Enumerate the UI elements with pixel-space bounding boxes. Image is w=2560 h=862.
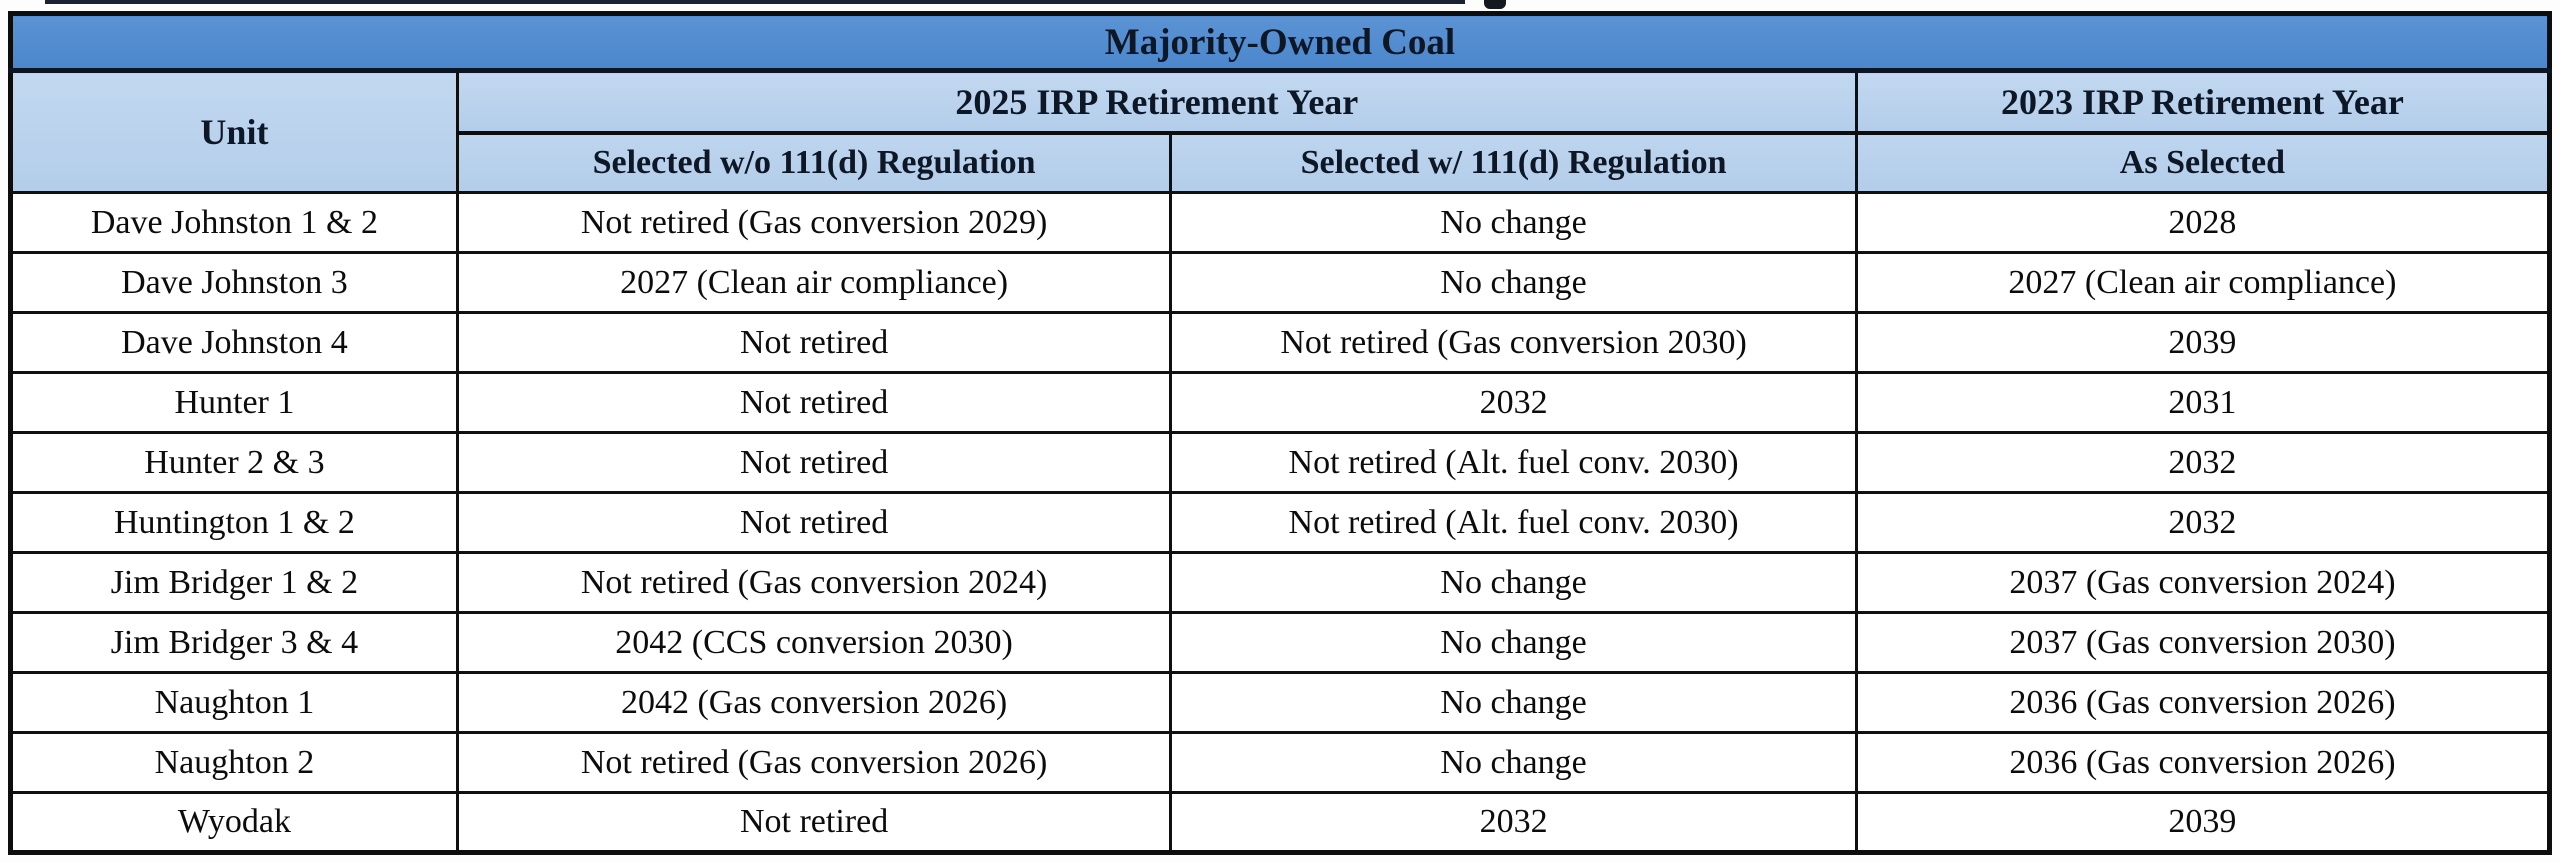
- unit-cell: Dave Johnston 3: [9, 251, 459, 314]
- column-header-selected-with-111d: Selected w/ 111(d) Regulation: [1169, 131, 1858, 194]
- retirement-2025-with-111d-cell: No change: [1169, 671, 1858, 734]
- unit-cell: Naughton 1: [9, 671, 459, 734]
- retirement-2023-as-selected-cell: 2039: [1854, 311, 2552, 374]
- retirement-2025-without-111d-cell: Not retired: [455, 371, 1173, 434]
- unit-cell: Dave Johnston 1 & 2: [9, 191, 459, 254]
- retirement-2023-as-selected-cell: 2032: [1854, 431, 2552, 494]
- retirement-2025-without-111d-cell: 2027 (Clean air compliance): [455, 251, 1173, 314]
- column-group-2023-irp: 2023 IRP Retirement Year: [1854, 69, 2552, 135]
- table-row: Dave Johnston 3 2027 (Clean air complianc…: [9, 251, 2552, 314]
- table-row: Naughton 2 Not retired (Gas conversion 20…: [9, 731, 2552, 794]
- group-header-row: Unit 2025 IRP Retirement Year 2023 IRP R…: [9, 69, 2552, 194]
- retirement-2025-with-111d-cell: Not retired (Alt. fuel conv. 2030): [1169, 431, 1858, 494]
- coal-retirement-table: Majority-Owned Coal Unit 2025 IRP Retire…: [8, 11, 2552, 855]
- unit-cell: Jim Bridger 3 & 4: [9, 611, 459, 674]
- unit-cell: Huntington 1 & 2: [9, 491, 459, 554]
- column-header-as-selected: As Selected: [1854, 131, 2552, 194]
- column-header-unit: Unit: [9, 69, 459, 194]
- retirement-2023-as-selected-cell: 2039: [1854, 791, 2552, 854]
- retirement-2025-with-111d-cell: No change: [1169, 731, 1858, 794]
- retirement-2025-with-111d-cell: No change: [1169, 611, 1858, 674]
- column-group-2025-irp: 2025 IRP Retirement Year: [455, 69, 1858, 135]
- retirement-2025-without-111d-cell: Not retired (Gas conversion 2029): [455, 191, 1173, 254]
- retirement-2025-without-111d-cell: 2042 (CCS conversion 2030): [455, 611, 1173, 674]
- retirement-2025-without-111d-cell: Not retired: [455, 491, 1173, 554]
- unit-cell: Hunter 2 & 3: [9, 431, 459, 494]
- table-row: Hunter 2 & 3 Not retired Not retired (Alt.…: [9, 431, 2552, 494]
- retirement-2025-with-111d-cell: No change: [1169, 551, 1858, 614]
- table-row: Naughton 1 2042 (Gas conversion 2026) No c…: [9, 671, 2552, 734]
- unit-cell: Jim Bridger 1 & 2: [9, 551, 459, 614]
- retirement-2025-without-111d-cell: Not retired (Gas conversion 2024): [455, 551, 1173, 614]
- unit-cell: Hunter 1: [9, 371, 459, 434]
- retirement-2025-with-111d-cell: 2032: [1169, 791, 1858, 854]
- table-row: Wyodak Not retired 2032 2039: [9, 791, 2552, 854]
- retirement-2025-with-111d-cell: Not retired (Alt. fuel conv. 2030): [1169, 491, 1858, 554]
- unit-cell: Naughton 2: [9, 731, 459, 794]
- cropped-letter-descender: [1484, 0, 1506, 9]
- retirement-2025-without-111d-cell: Not retired: [455, 791, 1173, 854]
- sub-header-row: Selected w/o 111(d) Regulation Selected …: [11, 131, 2552, 194]
- retirement-2023-as-selected-cell: 2036 (Gas conversion 2026): [1854, 731, 2552, 794]
- unit-cell: Dave Johnston 4: [9, 311, 459, 374]
- table-row: Huntington 1 & 2 Not retired Not retired (…: [9, 491, 2552, 554]
- table-row: Dave Johnston 1 & 2 Not retired (Gas conv…: [9, 191, 2552, 254]
- retirement-2025-without-111d-cell: Not retired: [455, 431, 1173, 494]
- retirement-2025-with-111d-cell: Not retired (Gas conversion 2030): [1169, 311, 1858, 374]
- table-body: Dave Johnston 1 & 2 Not retired (Gas conv…: [9, 191, 2552, 854]
- retirement-2023-as-selected-cell: 2036 (Gas conversion 2026): [1854, 671, 2552, 734]
- retirement-2025-with-111d-cell: No change: [1169, 191, 1858, 254]
- table-title-row: Majority-Owned Coal: [9, 12, 2551, 73]
- unit-cell: Wyodak: [9, 791, 459, 854]
- column-header-selected-without-111d: Selected w/o 111(d) Regulation: [455, 131, 1173, 194]
- table-row: Dave Johnston 4 Not retired Not retired (G…: [9, 311, 2552, 374]
- retirement-2023-as-selected-cell: 2037 (Gas conversion 2030): [1854, 611, 2552, 674]
- retirement-2023-as-selected-cell: 2031: [1854, 371, 2552, 434]
- retirement-2025-without-111d-cell: 2042 (Gas conversion 2026): [455, 671, 1173, 734]
- retirement-2025-without-111d-cell: Not retired: [455, 311, 1173, 374]
- retirement-2023-as-selected-cell: 2032: [1854, 491, 2552, 554]
- retirement-2023-as-selected-cell: 2028: [1854, 191, 2552, 254]
- table-title: Majority-Owned Coal: [9, 12, 2551, 73]
- retirement-2025-without-111d-cell: Not retired (Gas conversion 2026): [455, 731, 1173, 794]
- cropped-text-artifact: [45, 0, 1465, 4]
- retirement-2023-as-selected-cell: 2027 (Clean air compliance): [1854, 251, 2552, 314]
- table-row: Jim Bridger 3 & 4 2042 (CCS conversion 20…: [9, 611, 2552, 674]
- retirement-2023-as-selected-cell: 2037 (Gas conversion 2024): [1854, 551, 2552, 614]
- table-row: Jim Bridger 1 & 2 Not retired (Gas conver…: [9, 551, 2552, 614]
- retirement-2025-with-111d-cell: 2032: [1169, 371, 1858, 434]
- table-row: Hunter 1 Not retired 2032 2031: [9, 371, 2552, 434]
- retirement-2025-with-111d-cell: No change: [1169, 251, 1858, 314]
